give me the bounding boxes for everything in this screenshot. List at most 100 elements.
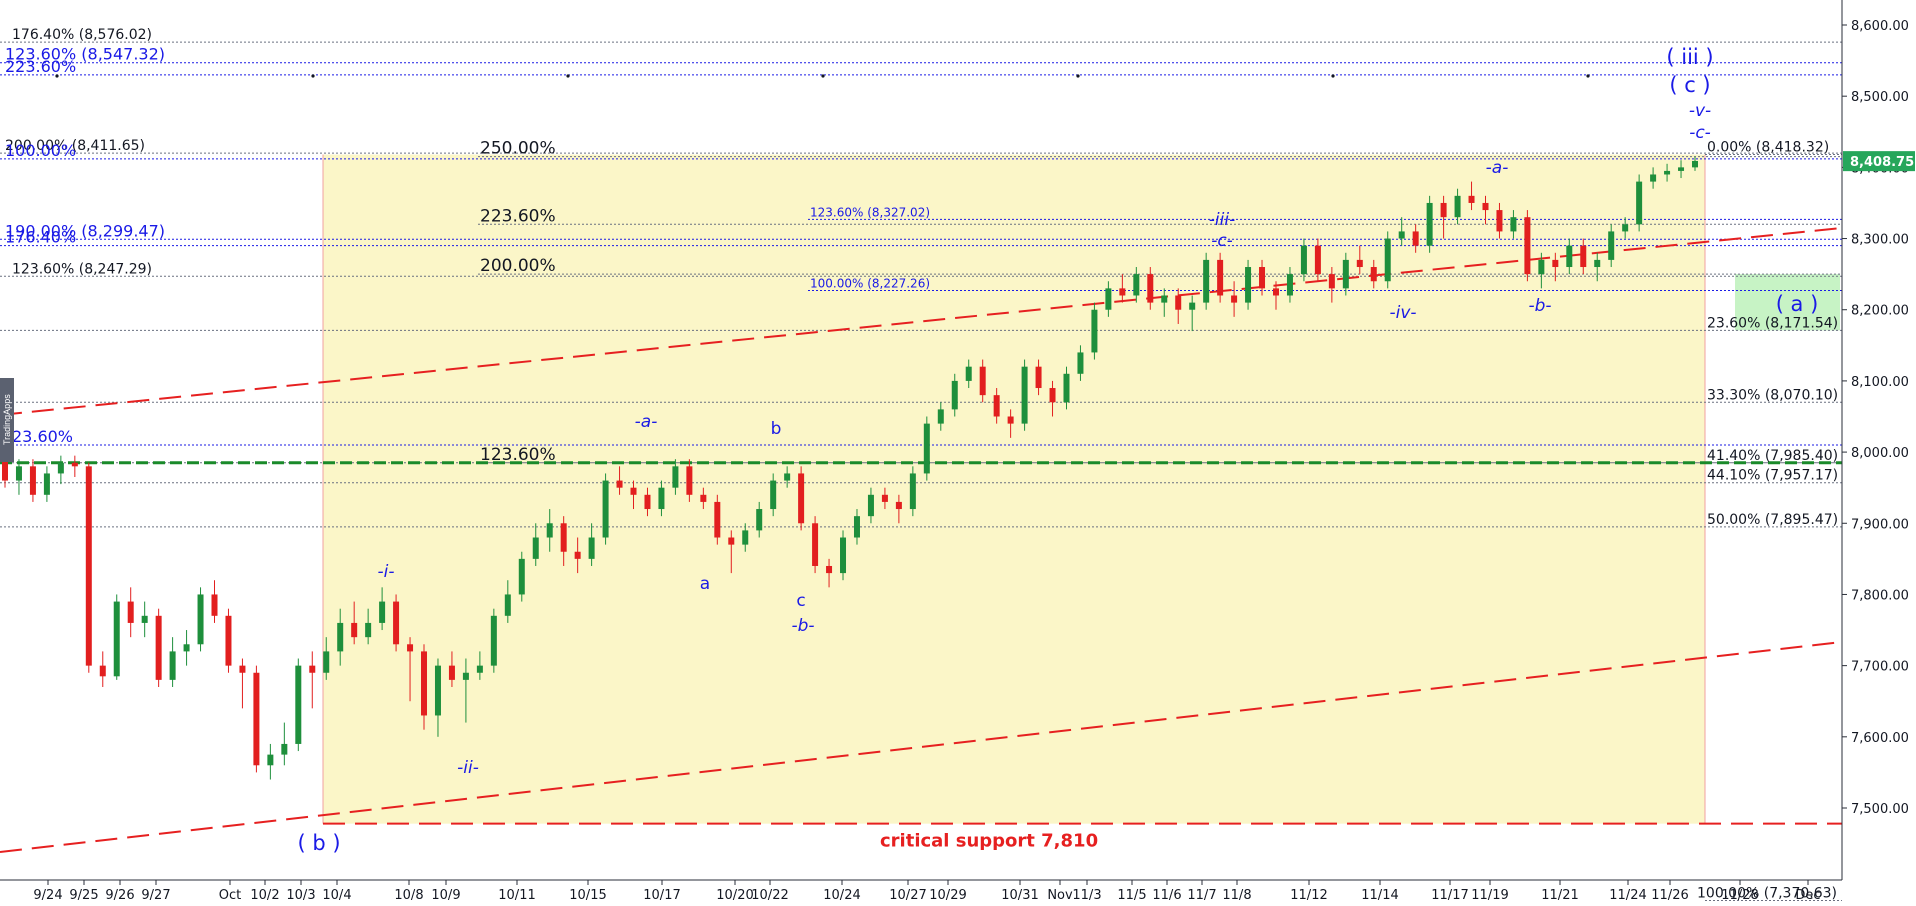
candle-body — [630, 487, 637, 495]
candle-body — [1217, 259, 1224, 296]
candle-89 — [1245, 259, 1252, 310]
candle-98 — [1370, 259, 1377, 289]
fib-label-5: 100.00% — [5, 141, 76, 160]
candle-80 — [1119, 274, 1126, 303]
lower-trendline — [0, 641, 1843, 853]
marker-dot-2 — [566, 74, 570, 78]
candle-body — [504, 594, 511, 616]
candle-body — [1356, 259, 1363, 268]
candle-110 — [1538, 252, 1545, 289]
marker-dot-5 — [1331, 74, 1335, 78]
candle-body — [183, 644, 190, 652]
candle-body — [1300, 245, 1307, 275]
candle-body — [784, 473, 791, 481]
candle-body — [853, 516, 860, 538]
y-tick-label-6: 8,000.00 — [1851, 446, 1909, 461]
x-tick-label-26: 11/14 — [1361, 888, 1398, 903]
candle-body — [1328, 274, 1335, 289]
y-tick-label-11: 7,500.00 — [1851, 802, 1909, 817]
y-tick-label-3: 8,300.00 — [1851, 233, 1909, 248]
fib-label-14: 23.60% (8,171.54) — [1707, 315, 1838, 331]
x-tick-label-2: 9/26 — [105, 888, 134, 903]
candle-body — [1286, 274, 1293, 296]
candle-9 — [127, 587, 134, 638]
candle-96 — [1342, 252, 1349, 296]
candle-87 — [1217, 252, 1224, 303]
candle-body — [1091, 309, 1098, 353]
candle-body — [1189, 302, 1196, 310]
candle-26 — [365, 608, 372, 645]
x-tick-label-28: 11/19 — [1471, 888, 1508, 903]
candle-body — [1412, 231, 1419, 246]
candle-body — [99, 665, 106, 677]
x-tick-label-7: 10/4 — [322, 888, 351, 903]
candle-68 — [951, 373, 958, 417]
candle-104 — [1454, 188, 1461, 225]
candle-body — [993, 395, 1000, 417]
wave-label-6: -c- — [1211, 231, 1233, 251]
candle-99 — [1384, 231, 1391, 289]
candle-82 — [1147, 267, 1154, 310]
candle-body — [826, 565, 833, 574]
candle-body — [756, 509, 763, 531]
candle-56 — [784, 466, 791, 488]
candle-88 — [1231, 281, 1238, 317]
candle-body — [937, 409, 944, 424]
candle-body — [197, 594, 204, 645]
marker-dot-1 — [311, 74, 315, 78]
wave-label-0: ( iii ) — [1666, 45, 1713, 69]
candle-body — [700, 494, 707, 502]
candle-body — [1650, 174, 1657, 182]
candle-body — [113, 601, 120, 677]
candle-body — [337, 622, 344, 652]
fib-label-19: 44.10% (7,957.17) — [1707, 468, 1838, 484]
candle-47 — [658, 480, 665, 517]
y-tick-label-10: 7,600.00 — [1851, 731, 1909, 746]
candle-72 — [1007, 409, 1014, 438]
candle-body — [1342, 259, 1349, 289]
candle-body — [574, 551, 581, 559]
candle-116 — [1622, 217, 1629, 239]
x-tick-label-3: 9/27 — [141, 888, 170, 903]
candle-body — [1538, 259, 1545, 275]
candle-62 — [867, 487, 874, 524]
x-tick-label-17: 10/29 — [929, 888, 966, 903]
candle-14 — [197, 587, 204, 652]
candle-body — [909, 473, 916, 510]
target-zone — [1735, 274, 1840, 331]
candle-60 — [840, 530, 847, 581]
candle-body — [29, 466, 36, 495]
candle-body — [267, 754, 274, 766]
marker-dot-3 — [821, 74, 825, 78]
candle-85 — [1189, 295, 1196, 332]
candle-body — [881, 494, 888, 502]
x-tick-label-10: 10/11 — [498, 888, 535, 903]
candle-31 — [434, 658, 441, 737]
candle-30 — [421, 644, 428, 730]
candle-52 — [728, 530, 735, 574]
y-tick-label-0: 8,600.00 — [1851, 19, 1909, 34]
candle-112 — [1566, 238, 1573, 275]
candle-49 — [686, 459, 693, 502]
x-tick-label-6: 10/3 — [286, 888, 315, 903]
candle-body — [379, 601, 386, 623]
wave-label-9: ( a ) — [1776, 292, 1819, 316]
candle-body — [1692, 160, 1698, 168]
candle-body — [1482, 202, 1489, 211]
candle-70 — [979, 359, 986, 403]
candle-body — [588, 537, 595, 559]
upper-trendline — [0, 227, 1843, 416]
candle-93 — [1300, 238, 1307, 282]
fib-label-9: 190.00% (8,299.47) — [5, 221, 165, 240]
x-tick-label-11: 10/15 — [569, 888, 606, 903]
fib-label-17: 41.40% (7,985.40) — [1707, 448, 1838, 464]
x-tick-label-18: 10/31 — [1001, 888, 1038, 903]
candle-27 — [379, 587, 386, 631]
candle-76 — [1063, 366, 1070, 410]
candle-13 — [183, 630, 190, 666]
fib-label-8: 223.60% — [480, 206, 556, 226]
candle-body — [1552, 259, 1559, 268]
fib-label-4: 250.00% — [480, 139, 556, 159]
candle-32 — [448, 651, 455, 687]
